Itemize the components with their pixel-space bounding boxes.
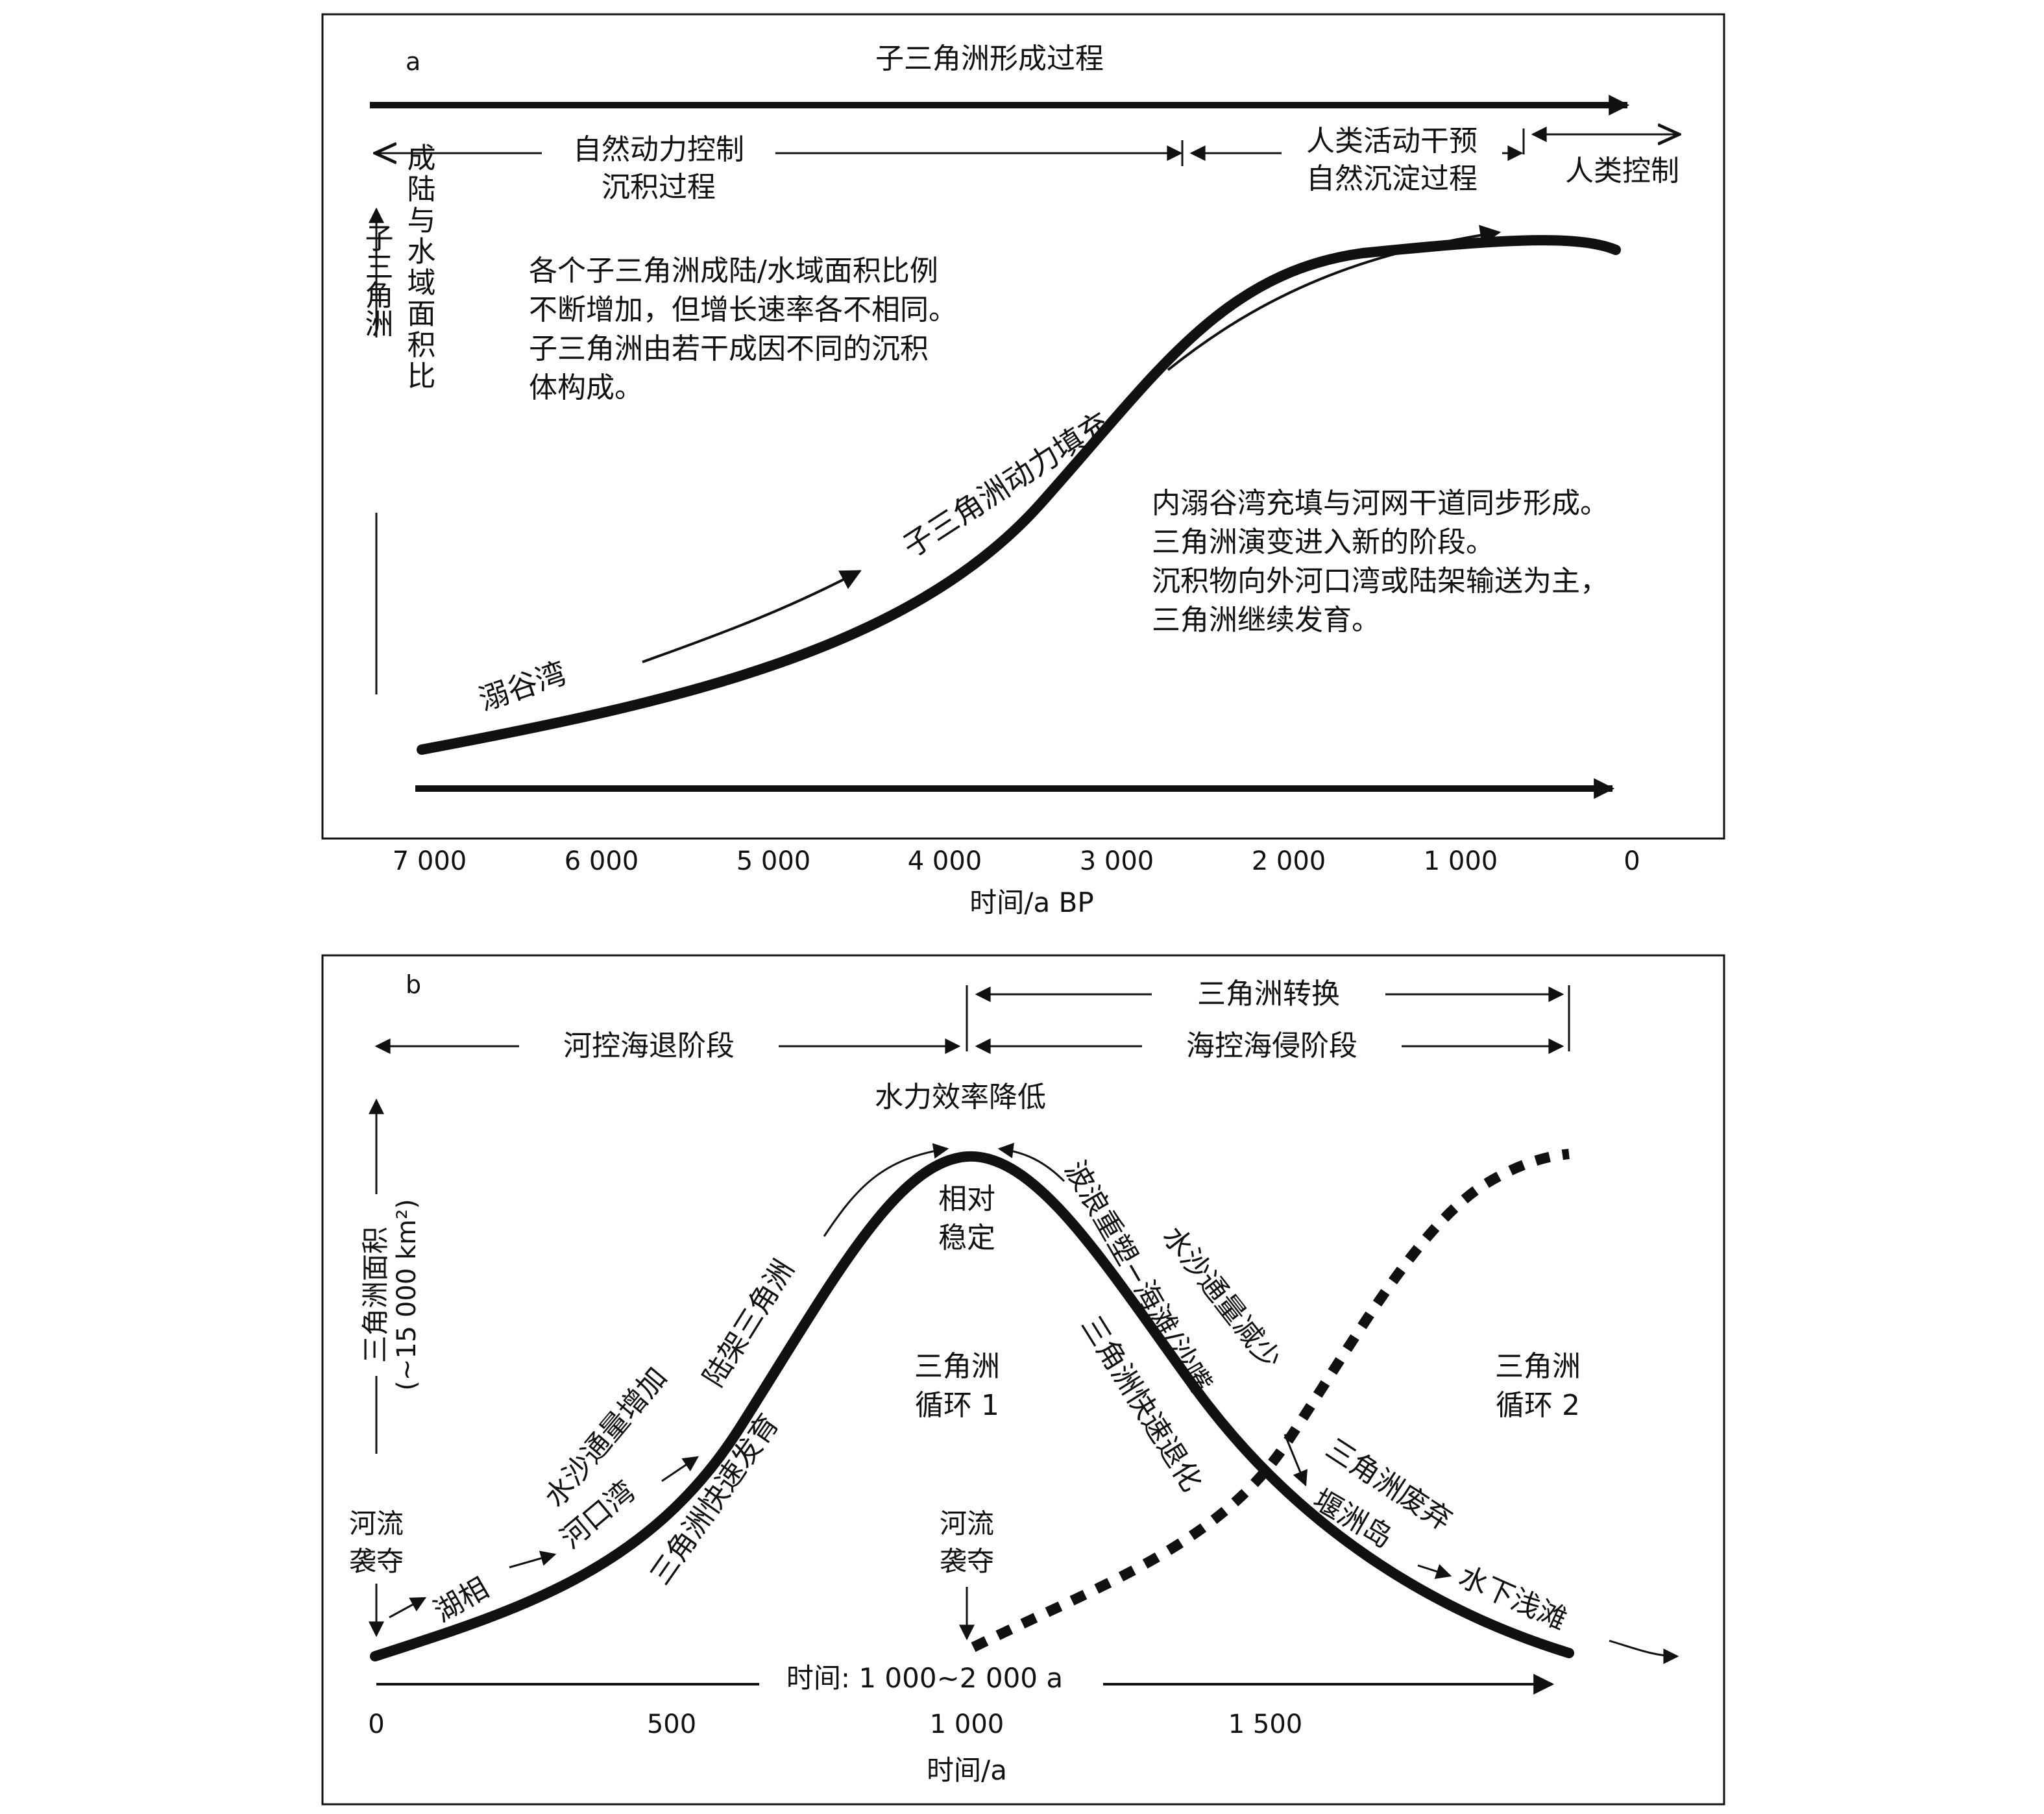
x-tick: 1 000 [1424, 846, 1498, 876]
formation-process-label: 子三角洲形成过程 [875, 42, 1104, 75]
y-axis-label-2: (~15 000 km²) [392, 1199, 422, 1391]
note-top: 各个子三角洲成陆/水域面积比例 不断增加，但增长速率各不相同。 子三角洲由若干成… [529, 254, 957, 404]
x-tick: 1 500 [1228, 1710, 1303, 1739]
cycle1-curve [370, 1151, 1574, 1661]
stage-shelf-label: 陆架三角洲 [697, 1254, 801, 1393]
time-arrow-label-bg [759, 1658, 1103, 1698]
stage-arrow-6 [1609, 1639, 1679, 1664]
y-axis-label-1: 三角洲面积 [359, 1227, 391, 1363]
cycle2-label-2: 循环 2 [1496, 1389, 1580, 1422]
peak-inner-2: 稳定 [938, 1221, 995, 1255]
stage-arrow-3 [661, 1456, 699, 1482]
panel-a-x-axis-label: 时间/a BP [969, 887, 1093, 918]
transgression-label: 海控海侵阶段 [1186, 1029, 1357, 1062]
filling-arrow-1 [642, 570, 862, 663]
x-tick: 5 000 [736, 846, 811, 876]
capture-mid-2: 袭夺 [940, 1545, 994, 1577]
note-right: 内溺谷湾充填与河网干道同步形成。 三角洲演变进入新的阶段。 沉积物向外河口湾或陆… [1152, 487, 1609, 637]
y-axis-label-col2: 成陆与水域面积比 [402, 143, 435, 392]
panel-b-x-axis-label: 时间/a [927, 1754, 1007, 1786]
panel-b-x-ticks: 0 500 1 000 1 500 [368, 1710, 1302, 1739]
panel-a-letter: a [406, 47, 420, 76]
note-top-line-2: 不断增加，但增长速率各不相同。 [529, 293, 957, 326]
panel-a: a 子三角洲形成过程 自然动力控制 沉积过程 人类活动干预 自然沉淀过程 人类控… [321, 13, 1725, 918]
x-tick: 4 000 [908, 846, 982, 876]
x-tick: 3 000 [1080, 846, 1154, 876]
transition-label: 三角洲转换 [1197, 977, 1340, 1011]
note-top-line-1: 各个子三角洲成陆/水域面积比例 [529, 254, 938, 288]
x-tick: 0 [1624, 846, 1640, 876]
time-arrow-label: 时间: 1 000~2 000 a [786, 1662, 1063, 1694]
x-tick: 2 000 [1252, 846, 1326, 876]
x-tick: 6 000 [565, 846, 639, 876]
regression-label: 河控海退阶段 [563, 1029, 735, 1062]
filling-arrow-2 [1167, 225, 1502, 371]
x-tick: 0 [368, 1710, 384, 1739]
natural-control-label-1: 自然动力控制 [573, 133, 744, 166]
note-right-line-2: 三角洲演变进入新的阶段。 [1152, 526, 1494, 559]
rapid-growth-label: 三角洲快速发育 [644, 1408, 785, 1591]
panel-b: b 三角洲转换 河控海退阶段 海控海侵阶段 水力效率降低 相对 稳定 三角洲面积… [321, 954, 1725, 1806]
note-top-line-4: 体构成。 [529, 371, 643, 404]
shoal-label: 水下浅滩 [1454, 1560, 1572, 1636]
x-tick: 500 [647, 1710, 696, 1739]
cycle2-label-1: 三角洲 [1495, 1350, 1581, 1383]
transgression-label-bg [1142, 1025, 1402, 1064]
cycle1-label-2: 循环 1 [915, 1389, 999, 1422]
capture-left-1: 河流 [349, 1508, 404, 1539]
peak-arrow-right [997, 1142, 1065, 1183]
natural-control-label-2: 沉积过程 [602, 171, 716, 204]
human-interference-label-1: 人类活动干预 [1306, 125, 1478, 158]
stage-arrow-4 [1284, 1434, 1308, 1487]
note-top-line-3: 子三角洲由若干成因不同的沉积 [529, 332, 929, 365]
capture-mid-1: 河流 [940, 1508, 994, 1539]
x-tick: 7 000 [393, 846, 467, 876]
stage-arrow-2 [509, 1550, 557, 1569]
stage-arrow-5 [1417, 1563, 1452, 1579]
y-axis-label-col1: 子三角洲 [360, 223, 393, 337]
panel-a-x-ticks: 7 000 6 000 5 000 4 000 3 000 2 000 1 00… [393, 846, 1640, 876]
cycle1-label-1: 三角洲 [914, 1350, 1000, 1383]
stage-arrow-1 [389, 1597, 427, 1619]
peak-label: 水力效率降低 [875, 1081, 1046, 1114]
capture-left-2: 袭夺 [349, 1545, 404, 1577]
natural-label-bg [542, 122, 775, 206]
note-right-line-4: 三角洲继续发育。 [1152, 604, 1380, 637]
s-curve [417, 235, 1621, 755]
y-label-bg [360, 337, 393, 513]
x-tick: 1 000 [930, 1710, 1004, 1739]
human-control-label: 人类控制 [1565, 154, 1679, 188]
note-right-line-1: 内溺谷湾充填与河网干道同步形成。 [1152, 487, 1609, 520]
panel-b-frame [321, 954, 1725, 1806]
human-interference-label-2: 自然沉淀过程 [1306, 162, 1478, 195]
peak-inner-1: 相对 [938, 1183, 995, 1216]
note-right-line-3: 沉积物向外河口湾或陆架输送为主， [1152, 565, 1609, 598]
human-interference-label-bg [1282, 118, 1502, 204]
cycle2-curve [971, 1149, 1570, 1652]
regression-label-bg [519, 1025, 779, 1064]
panel-a-frame [321, 13, 1725, 840]
peak-arrow-left [823, 1143, 949, 1237]
transition-label-bg [1152, 974, 1385, 1012]
drowned-valley-label: 溺谷湾 [474, 655, 570, 717]
panel-b-letter: b [406, 970, 421, 999]
